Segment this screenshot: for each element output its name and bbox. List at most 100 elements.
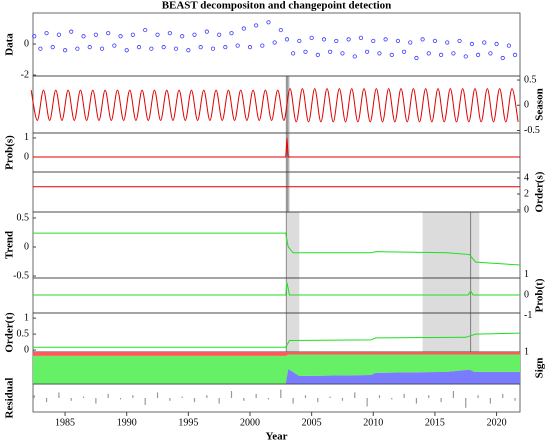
residual-bar: [82, 396, 85, 398]
data-point: [260, 43, 265, 48]
data-point: [377, 51, 382, 56]
data-point: [272, 40, 277, 45]
residual-bar: [366, 398, 368, 407]
y-tick-label: 0: [524, 100, 529, 111]
data-point: [506, 43, 512, 48]
data-point: [44, 31, 49, 36]
data-point: [315, 52, 320, 57]
y-tick-label: -0.5: [524, 125, 540, 136]
data-point: [475, 52, 481, 57]
residual-bar: [452, 391, 455, 398]
data-point: [210, 46, 216, 51]
y-tick-label: 4: [524, 172, 529, 183]
data-point: [87, 45, 92, 50]
residual-bar: [378, 395, 381, 398]
data-point: [512, 52, 518, 57]
panel-frame: [32, 171, 521, 213]
data-point: [50, 45, 55, 50]
data-point: [247, 45, 253, 50]
y-tick-label: 0: [24, 241, 29, 252]
data-point: [69, 29, 74, 34]
residual-bar: [230, 391, 233, 398]
data-point: [438, 52, 444, 57]
y-axis-label: Data: [4, 33, 16, 56]
data-point: [186, 48, 191, 53]
data-point: [303, 49, 308, 54]
sign-area: [33, 352, 520, 356]
data-point: [93, 32, 98, 37]
y-tick-label: 0: [24, 38, 29, 49]
changepoint-band: [286, 212, 300, 384]
series-line: [33, 232, 521, 266]
y-tick-label: -0.5: [13, 270, 29, 281]
data-point: [414, 55, 419, 61]
residual-bar: [156, 392, 159, 398]
x-axis-label: Year: [266, 431, 288, 443]
data-point: [161, 45, 166, 50]
data-point: [217, 32, 222, 37]
data-point: [395, 38, 401, 44]
residual-bar: [304, 395, 307, 398]
data-point: [402, 49, 407, 54]
residual-bar: [169, 398, 171, 401]
data-point: [241, 26, 246, 31]
data-point: [180, 34, 185, 39]
residual-bar: [218, 398, 220, 404]
y-tick-label: 2: [524, 188, 529, 199]
data-point: [112, 43, 117, 48]
data-point: [124, 48, 129, 53]
data-point: [149, 46, 154, 51]
data-point: [266, 20, 271, 25]
data-point: [136, 45, 142, 50]
data-point: [383, 37, 388, 42]
y-tick-label: 0: [24, 151, 29, 162]
x-tick-label: 1985: [55, 417, 75, 428]
data-point: [482, 40, 487, 45]
sign-area: [33, 368, 520, 384]
data-point: [198, 45, 203, 50]
data-point: [494, 41, 499, 47]
data-point: [143, 27, 148, 33]
residual-bar: [415, 398, 418, 404]
y-tick-label: 0: [524, 289, 529, 300]
x-tick-label: 2010: [363, 417, 383, 428]
data-point: [223, 45, 228, 50]
y-tick-label: 0.5: [524, 74, 537, 85]
data-point: [463, 54, 468, 59]
data-point: [278, 27, 283, 33]
y-tick-label: 0.5: [17, 328, 30, 339]
residual-bar: [329, 396, 331, 398]
residual-bar: [428, 395, 430, 398]
residual-bar: [119, 398, 122, 400]
data-point: [155, 32, 160, 37]
data-point: [173, 46, 179, 51]
data-point: [254, 23, 259, 28]
y-tick-label: 1: [24, 312, 29, 323]
chart-title: BEAST decompositon and changepoint detec…: [162, 0, 392, 12]
data-point: [309, 35, 314, 40]
residual-bar: [181, 396, 183, 398]
data-point: [334, 38, 339, 44]
data-point: [106, 31, 111, 36]
residual-bar: [33, 395, 35, 398]
foreground-layer: BEAST decompositon and changepoint detec…: [4, 0, 546, 443]
data-point: [297, 38, 302, 44]
residual-bar: [440, 398, 442, 403]
residual-bar: [502, 393, 504, 398]
data-point: [235, 43, 240, 48]
data-point: [352, 54, 357, 59]
y-axis-label: Order(t): [4, 312, 16, 353]
data-point: [488, 51, 493, 56]
x-tick-label: 1995: [178, 417, 198, 428]
panel-frame: [32, 383, 521, 413]
y-axis-label: Sign: [534, 358, 546, 379]
y-axis-label: Order(s): [534, 171, 546, 212]
x-tick-label: 2000: [240, 417, 260, 428]
data-point: [284, 37, 290, 42]
residual-bar: [317, 398, 319, 403]
data-point: [432, 38, 438, 44]
data-point: [328, 49, 333, 54]
data-point: [56, 32, 61, 37]
residual-bar: [70, 398, 72, 401]
